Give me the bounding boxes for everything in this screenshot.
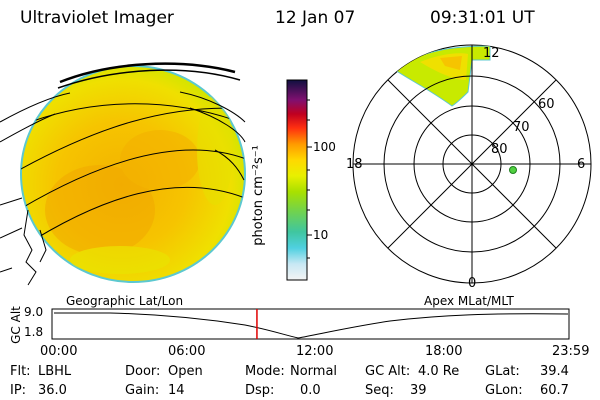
timeline-left-title: Geographic Lat/Lon [66, 294, 184, 308]
filter-label: Flt: [10, 364, 31, 379]
colorbar [286, 79, 308, 281]
polar-plot [352, 44, 592, 284]
seq-value: 39 [410, 383, 427, 398]
colorbar-tick-10: 10 [313, 228, 329, 242]
timeline-right-title: Apex MLat/MLT [424, 294, 514, 308]
mode-value: Normal [290, 364, 338, 379]
spacecraft-position-marker [509, 166, 517, 174]
gain-value: 14 [168, 383, 185, 398]
gcalt-value: 4.0 Re [418, 364, 460, 379]
colorbar-tick-100: 100 [313, 140, 336, 154]
altitude-timeline [51, 308, 570, 340]
timeline-xtick-0600: 06:00 [168, 344, 206, 359]
lat-label-70: 70 [513, 120, 530, 135]
dsp-label: Dsp: [245, 383, 275, 398]
timeline-xtick-1800: 18:00 [425, 344, 463, 359]
door-value: Open [168, 364, 203, 379]
glat-label: GLat: [485, 364, 520, 379]
timeline-xtick-0000: 00:00 [40, 344, 78, 359]
ip-label: IP: [10, 383, 27, 398]
time-label: 09:31:01 UT [430, 8, 535, 28]
mlt-label-12: 12 [483, 46, 500, 61]
dsp-value: 0.0 [300, 383, 321, 398]
mlt-label-0: 0 [468, 276, 477, 291]
mode-label: Mode: [245, 364, 285, 379]
colorbar-unit-label: photon cm⁻²s⁻¹ [250, 145, 266, 246]
door-label: Door: [125, 364, 161, 379]
mlt-label-18: 18 [346, 157, 363, 172]
glon-label: GLon: [485, 383, 523, 398]
instrument-title: Ultraviolet Imager [20, 8, 174, 28]
glon-value: 60.7 [540, 383, 569, 398]
gcalt-label: GC Alt: [365, 364, 411, 379]
gain-label: Gain: [125, 383, 160, 398]
timeline-ytick-high: 9.0 [24, 305, 44, 319]
filter-value: LBHL [38, 364, 72, 379]
timeline-ytick-low: 1.8 [24, 325, 44, 339]
timeline-xtick-2359: 23:59 [552, 344, 590, 359]
timeline-xtick-1200: 12:00 [296, 344, 334, 359]
lat-label-60: 60 [538, 97, 555, 112]
mlt-label-6: 6 [577, 157, 586, 172]
earth-image [0, 62, 246, 286]
timeline-axis-title: GC Alt [8, 306, 23, 344]
seq-label: Seq: [365, 383, 394, 398]
lat-label-80: 80 [491, 142, 508, 157]
date-label: 12 Jan 07 [275, 8, 356, 28]
glat-value: 39.4 [540, 364, 569, 379]
ip-value: 36.0 [38, 383, 67, 398]
